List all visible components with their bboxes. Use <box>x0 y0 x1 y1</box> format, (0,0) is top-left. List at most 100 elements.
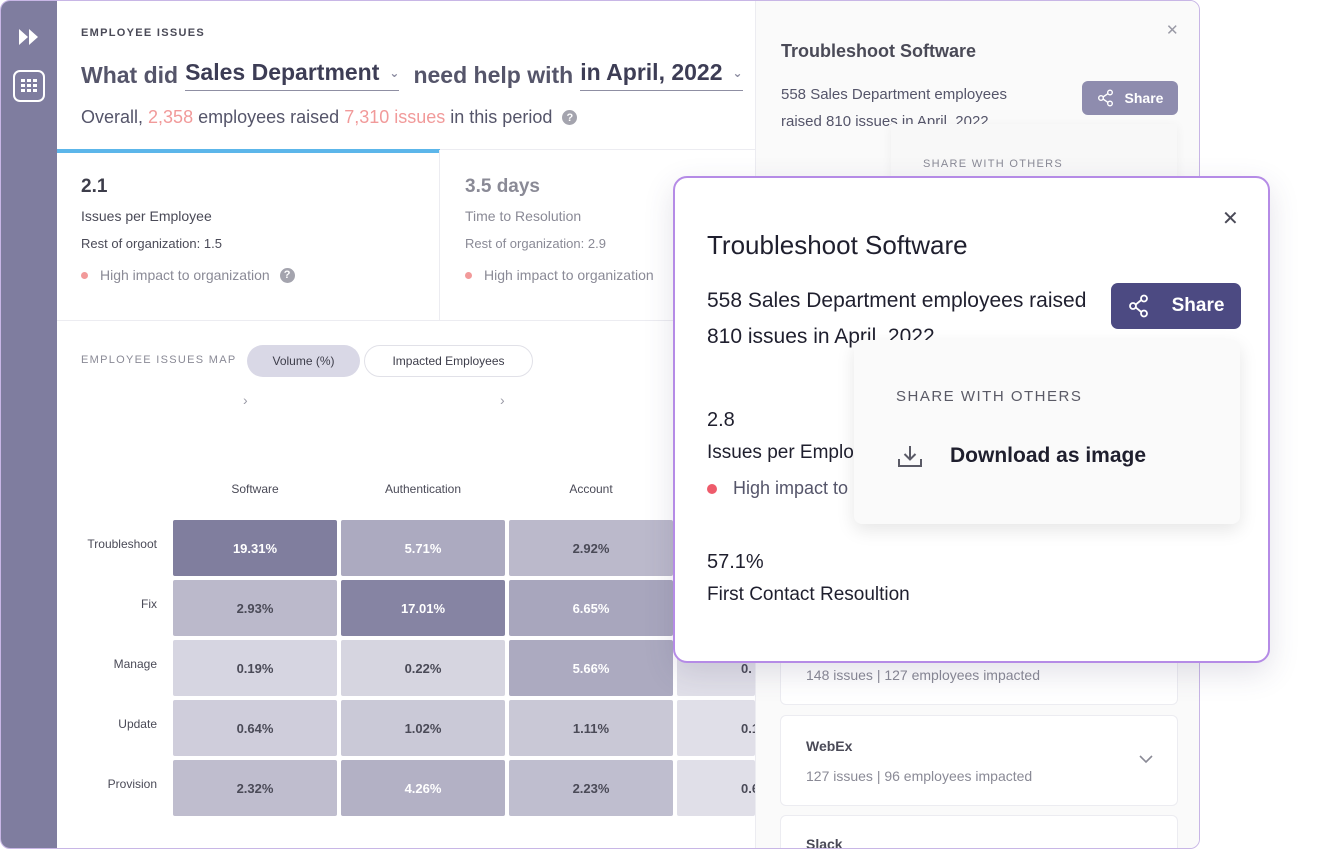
popup-metric1-impact: High impact to <box>707 478 848 499</box>
heatmap-cell[interactable]: 0.19% <box>173 640 337 696</box>
metric-label: Time to Resolution <box>465 208 582 224</box>
chevron-down-icon: ⌄ <box>389 65 400 80</box>
apps-grid-icon[interactable] <box>13 70 45 102</box>
fast-forward-icon[interactable] <box>13 21 45 53</box>
toggle-impacted-employees[interactable]: Impacted Employees <box>364 345 533 377</box>
card-name: WebEx <box>806 738 853 754</box>
chevron-right-icon[interactable]: › <box>500 392 505 408</box>
question-prefix: What did <box>81 61 179 88</box>
heatmap-cell[interactable]: 2.93% <box>173 580 337 636</box>
heatmap-cell[interactable]: 5.66% <box>509 640 673 696</box>
heatmap-cell[interactable]: 0.22% <box>341 640 505 696</box>
impact-dot-icon <box>81 271 88 279</box>
app-issue-card-slack[interactable]: Slack <box>780 815 1178 849</box>
metric-value: 2.1 <box>81 176 108 197</box>
popup-metric2-label: First Contact Resoultion <box>707 584 910 605</box>
help-icon[interactable]: ? <box>279 267 295 283</box>
share-icon <box>1128 294 1148 318</box>
toggle-volume[interactable]: Volume (%) <box>247 345 360 377</box>
overall-suffix: in this period <box>450 107 553 127</box>
metric-card-issues-per-employee[interactable]: 2.1 Issues per Employee Rest of organiza… <box>57 150 440 320</box>
period-select[interactable]: in April, 2022 ⌄ <box>580 59 743 91</box>
popup-title: Troubleshoot Software <box>707 230 968 260</box>
employee-count: 2,358 <box>148 107 194 127</box>
heatmap-row-header: Provision <box>107 777 157 791</box>
share-label: Share <box>1124 90 1164 106</box>
heatmap-cell[interactable]: 17.01% <box>341 580 505 636</box>
section-eyebrow: EMPLOYEE ISSUES <box>81 27 206 39</box>
share-button[interactable]: Share <box>1111 283 1241 329</box>
share-menu: SHARE WITH OTHERS Download as image <box>854 340 1240 524</box>
popup-metric1-label: Issues per Emplo <box>707 442 854 463</box>
question-mid: need help with <box>413 61 574 88</box>
overall-prefix: Overall, <box>81 107 144 127</box>
overall-mid: employees raised <box>198 107 340 127</box>
share-label: Share <box>1171 295 1225 316</box>
impact-label: High impact to organization <box>484 267 654 283</box>
download-label: Download as image <box>950 444 1147 467</box>
main-content: EMPLOYEE ISSUES What did Sales Departmen… <box>57 1 771 848</box>
close-icon[interactable]: ✕ <box>1222 208 1239 230</box>
share-button[interactable]: Share <box>1082 81 1178 115</box>
close-icon[interactable]: ✕ <box>1166 22 1179 39</box>
department-value: Sales Department <box>185 59 380 85</box>
active-metric-indicator <box>57 149 440 153</box>
metric-card-time-to-resolution[interactable]: 3.5 days Time to Resolution Rest of orga… <box>441 150 755 320</box>
heatmap-row-header: Update <box>118 717 157 731</box>
impact-dot-icon <box>465 271 472 279</box>
popup-metric2-value: 57.1% <box>707 551 764 573</box>
department-select[interactable]: Sales Department ⌄ <box>185 59 400 91</box>
heatmap-cell[interactable]: 6.65% <box>509 580 673 636</box>
card-stats: 148 issues | 127 employees impacted <box>806 667 1040 683</box>
impact-label: High impact to <box>733 478 849 498</box>
heatmap-cell[interactable]: 2.32% <box>173 760 337 816</box>
overall-summary: Overall, 2,358 employees raised 7,310 is… <box>81 107 578 128</box>
metric-impact: High impact to organization ? <box>81 267 415 283</box>
share-menu-title: SHARE WITH OTHERS <box>896 388 1083 405</box>
heatmap-column-header: Account <box>569 482 613 496</box>
share-menu-title: SHARE WITH OTHERS <box>923 158 1064 170</box>
chevron-right-icon[interactable]: › <box>243 392 248 408</box>
chevron-down-icon[interactable] <box>1139 751 1153 769</box>
sidebar <box>1 1 57 848</box>
heatmap-column-header: Authentication <box>384 482 462 496</box>
heatmap-cell[interactable]: 19.31% <box>173 520 337 576</box>
share-icon <box>1097 89 1113 107</box>
heatmap-cell[interactable]: 4.26% <box>341 760 505 816</box>
metric-rest-of-org: Rest of organization: 2.9 <box>465 236 606 251</box>
card-name: Slack <box>806 836 843 849</box>
metric-impact: High impact to organization <box>465 267 731 283</box>
heatmap-column-header: Software <box>231 482 279 496</box>
popup-metric1-value: 2.8 <box>707 409 735 431</box>
period-value: in April, 2022 <box>580 59 723 85</box>
heatmap-row-header: Troubleshoot <box>87 537 157 551</box>
heatmap-row-header: Fix <box>141 597 157 611</box>
issue-detail-popup: Troubleshoot Software ✕ 558 Sales Depart… <box>673 176 1270 663</box>
heatmap-cell[interactable]: 1.02% <box>341 700 505 756</box>
heatmap-cell-clipped[interactable]: 0.1 <box>677 700 755 756</box>
download-icon <box>898 446 922 467</box>
metric-value: 3.5 days <box>465 176 540 197</box>
app-issue-card-webex[interactable]: WebEx 127 issues | 96 employees impacted <box>780 715 1178 806</box>
card-stats: 127 issues | 96 employees impacted <box>806 768 1033 784</box>
page-question: What did Sales Department ⌄ need help wi… <box>81 59 771 91</box>
metrics-row: 2.1 Issues per Employee Rest of organiza… <box>57 149 755 321</box>
metric-rest-of-org: Rest of organization: 1.5 <box>81 236 222 251</box>
heatmap-cell[interactable]: 0.64% <box>173 700 337 756</box>
issue-count: 7,310 issues <box>344 107 446 127</box>
heatmap-cell[interactable]: 1.11% <box>509 700 673 756</box>
impact-dot-icon <box>707 483 717 494</box>
issues-map-title: EMPLOYEE ISSUES MAP <box>81 354 237 366</box>
panel-title: Troubleshoot Software <box>781 41 977 61</box>
metric-label: Issues per Employee <box>81 208 212 224</box>
chevron-down-icon: ⌄ <box>732 65 743 80</box>
heatmap-cell[interactable]: 2.92% <box>509 520 673 576</box>
impact-label: High impact to organization <box>100 267 270 283</box>
download-as-image-item[interactable]: Download as image <box>896 442 1146 470</box>
heatmap-cell[interactable]: 5.71% <box>341 520 505 576</box>
help-icon[interactable]: ? <box>562 110 578 125</box>
share-menu-background: SHARE WITH OTHERS <box>891 124 1177 184</box>
heatmap-cell-clipped[interactable]: 0.6 <box>677 760 755 816</box>
heatmap-cell[interactable]: 2.23% <box>509 760 673 816</box>
heatmap-row-header: Manage <box>113 657 157 671</box>
